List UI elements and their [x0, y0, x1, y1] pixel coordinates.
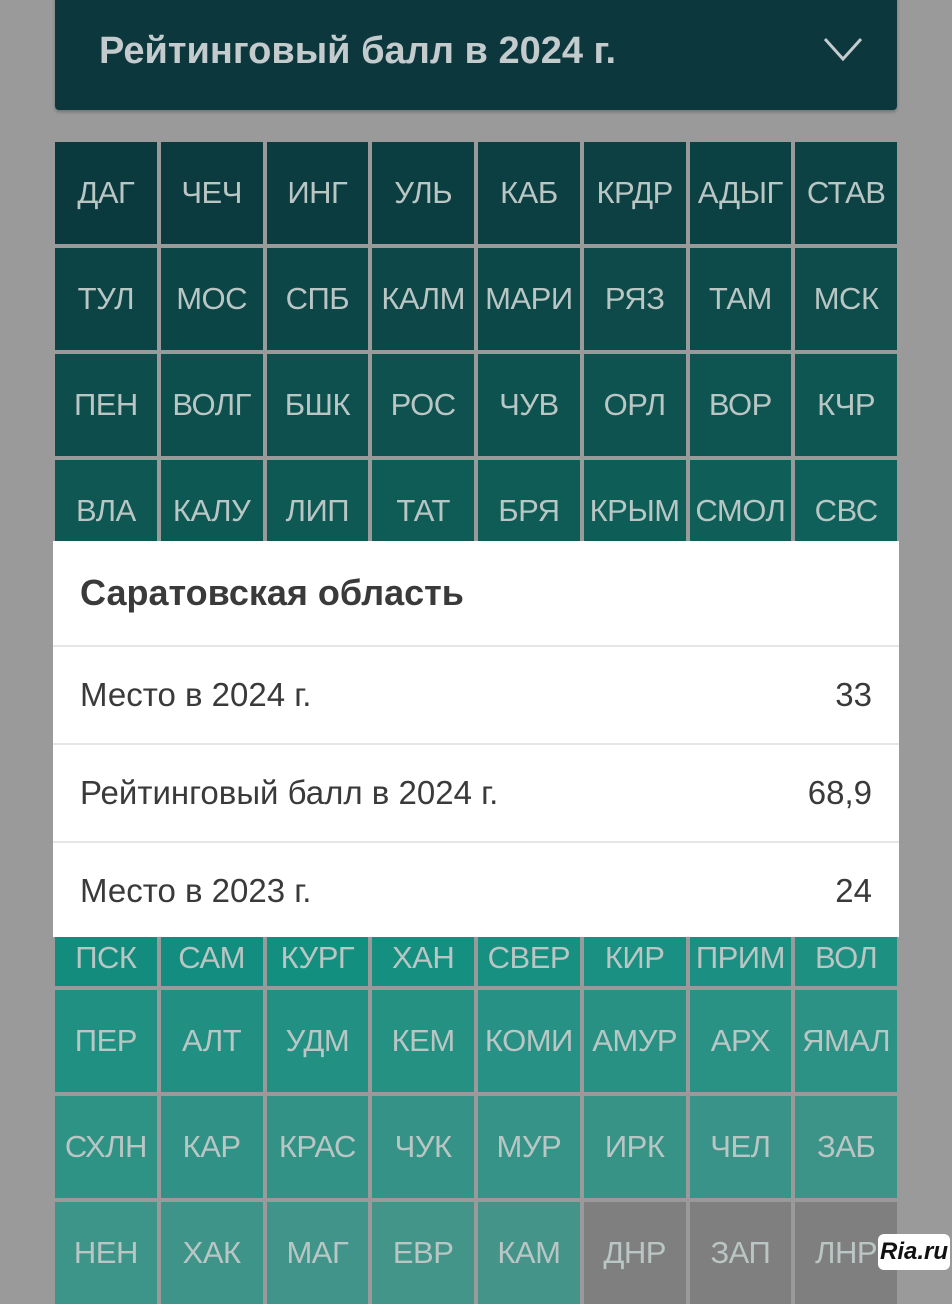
- region-tile[interactable]: УДМ: [266, 990, 369, 1092]
- region-tile[interactable]: СТАВ: [795, 142, 897, 244]
- region-tile[interactable]: КОМИ: [478, 990, 580, 1092]
- region-tile[interactable]: АРХ: [689, 990, 792, 1092]
- ria-logo: Ria.ru: [877, 1234, 950, 1270]
- region-tile[interactable]: МУР: [478, 1096, 580, 1198]
- region-tile[interactable]: ИРК: [583, 1096, 686, 1198]
- region-tile[interactable]: ЧУК: [372, 1096, 474, 1198]
- region-tile[interactable]: АМУР: [583, 990, 686, 1092]
- region-tile[interactable]: ЕВР: [372, 1202, 474, 1304]
- region-tile[interactable]: КЧР: [795, 354, 897, 456]
- region-tile[interactable]: ЗАП: [689, 1202, 792, 1304]
- region-tile[interactable]: БШК: [266, 354, 369, 456]
- region-tile[interactable]: ИНГ: [266, 142, 369, 244]
- region-tile[interactable]: КАР: [160, 1096, 263, 1198]
- region-tile[interactable]: АЛТ: [160, 990, 263, 1092]
- region-tile[interactable]: ОРЛ: [583, 354, 686, 456]
- popup-row-score-2024: Рейтинговый балл в 2024 г. 68,9: [53, 745, 899, 843]
- region-tile[interactable]: МОС: [160, 248, 263, 350]
- popup-row-place-2024: Место в 2024 г. 33: [53, 647, 899, 745]
- region-tile[interactable]: ХАК: [160, 1202, 263, 1304]
- region-tile[interactable]: ЯМАЛ: [795, 990, 897, 1092]
- indicator-dropdown[interactable]: Рейтинговый балл в 2024 г.: [55, 0, 897, 110]
- region-tile[interactable]: ТАМ: [689, 248, 792, 350]
- region-tile[interactable]: ТУЛ: [55, 248, 157, 350]
- region-tile[interactable]: ЗАБ: [795, 1096, 897, 1198]
- row-value: 33: [835, 676, 872, 713]
- region-tile[interactable]: КАЛМ: [372, 248, 474, 350]
- region-tile[interactable]: НЕН: [55, 1202, 157, 1304]
- region-tile[interactable]: УЛЬ: [372, 142, 474, 244]
- region-tile[interactable]: ВОР: [689, 354, 792, 456]
- region-tile[interactable]: МСК: [795, 248, 897, 350]
- row-value: 24: [835, 872, 872, 909]
- region-tile[interactable]: СХЛН: [55, 1096, 157, 1198]
- region-tile[interactable]: ПЕН: [55, 354, 157, 456]
- region-tile[interactable]: КЕМ: [372, 990, 474, 1092]
- chevron-down-icon: [823, 37, 863, 62]
- region-tile[interactable]: ДАГ: [55, 142, 157, 244]
- region-tile[interactable]: МАРИ: [478, 248, 580, 350]
- row-label: Место в 2023 г.: [80, 872, 312, 909]
- region-tile[interactable]: КРДР: [583, 142, 686, 244]
- row-label: Рейтинговый балл в 2024 г.: [80, 774, 499, 811]
- popup-title: Саратовская область: [53, 541, 899, 647]
- region-tile[interactable]: ВОЛГ: [160, 354, 263, 456]
- dropdown-label: Рейтинговый балл в 2024 г.: [99, 30, 617, 72]
- row-label: Место в 2024 г.: [80, 676, 312, 713]
- region-tile[interactable]: АДЫГ: [689, 142, 792, 244]
- region-tile[interactable]: ЧЕЛ: [689, 1096, 792, 1198]
- popup-row-place-2023: Место в 2023 г. 24: [53, 843, 899, 939]
- region-tile[interactable]: КРАС: [266, 1096, 369, 1198]
- region-info-popup: Саратовская область Место в 2024 г. 33 Р…: [53, 541, 899, 937]
- region-tile[interactable]: МАГ: [266, 1202, 369, 1304]
- region-tile[interactable]: КАБ: [478, 142, 580, 244]
- region-tile[interactable]: ДНР: [583, 1202, 686, 1304]
- region-tile[interactable]: РЯЗ: [583, 248, 686, 350]
- region-tile[interactable]: ЧУВ: [478, 354, 580, 456]
- region-tile[interactable]: РОС: [372, 354, 474, 456]
- region-tile[interactable]: КРЫМ: [583, 460, 686, 562]
- region-tile[interactable]: СПБ: [266, 248, 369, 350]
- region-tile[interactable]: КАМ: [478, 1202, 580, 1304]
- region-tile[interactable]: ЧЕЧ: [160, 142, 263, 244]
- region-tile[interactable]: ПЕР: [55, 990, 157, 1092]
- row-value: 68,9: [807, 774, 872, 811]
